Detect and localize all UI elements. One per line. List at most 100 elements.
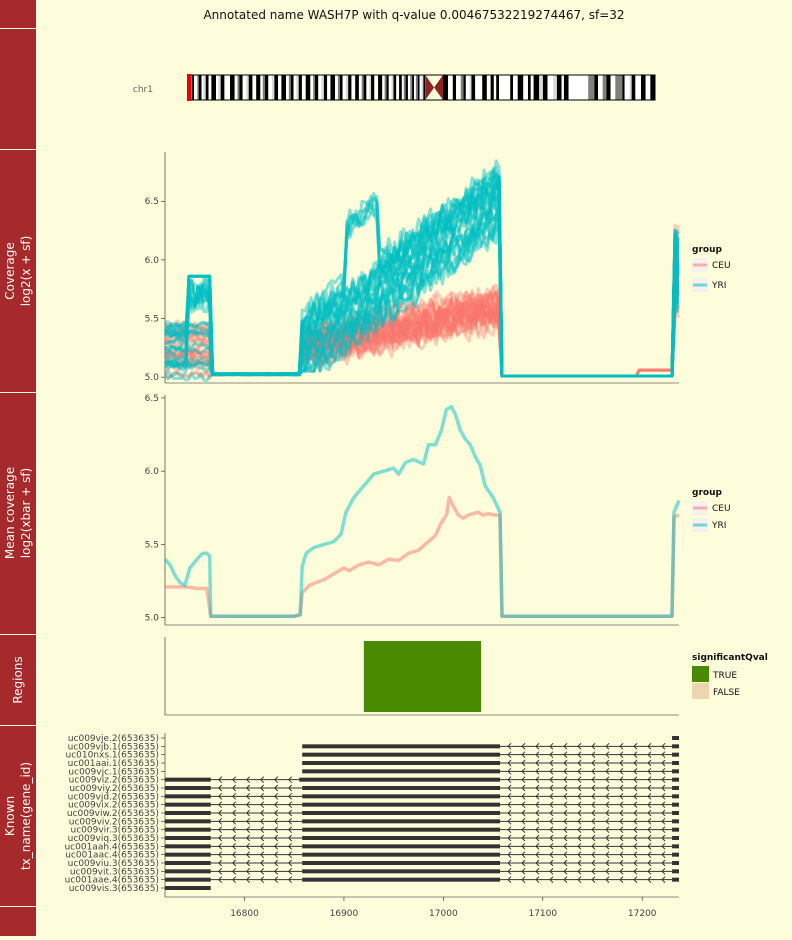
ideogram-band: [272, 75, 275, 100]
ideogram-band: [296, 75, 299, 100]
exon-block: [672, 769, 679, 774]
ideogram-band: [588, 75, 595, 100]
strand-arrow: [633, 851, 638, 859]
ideogram-band: [278, 75, 282, 100]
legend-false-swatch: [692, 683, 709, 699]
strand-arrow: [232, 851, 237, 859]
strand-arrow: [619, 842, 624, 850]
coverage-ceu-sample-line: [164, 254, 680, 378]
strand-arrow: [260, 784, 265, 792]
ideogram-band: [358, 75, 362, 100]
strand-arrow: [260, 801, 265, 809]
coverage-ceu-sample-line: [163, 260, 680, 378]
ideogram-band: [382, 75, 385, 100]
strand-arrow: [535, 809, 540, 817]
ideogram-band: [190, 75, 193, 100]
exon-block: [302, 827, 501, 832]
ideogram-band: [410, 75, 413, 100]
exon-block: [302, 819, 501, 824]
strand-arrow: [563, 767, 568, 775]
ideogram-band: [386, 75, 389, 100]
ideogram-band: [475, 75, 483, 100]
exon-block: [165, 836, 211, 840]
strand-arrow: [288, 801, 293, 809]
x-axis-ticks: 16800 16900 17000 17100 17200: [230, 897, 657, 919]
ideogram-band: [635, 75, 641, 100]
exon-block: [165, 827, 211, 832]
strand-arrow: [535, 851, 540, 859]
strand-arrow: [507, 859, 512, 867]
exon-block: [672, 811, 679, 815]
strand-arrow: [633, 742, 638, 750]
strand-arrow: [647, 876, 652, 884]
ideogram-band: [218, 75, 221, 100]
strand-arrow: [218, 842, 223, 850]
coverage-ceu-sample-line: [164, 259, 680, 378]
strand-arrow: [577, 876, 582, 884]
strand-arrow: [246, 876, 251, 884]
coverage-yri-sample-line: [164, 226, 680, 378]
exon-block: [672, 736, 679, 740]
strand-arrow: [549, 826, 554, 834]
strand-arrow: [218, 876, 223, 884]
strand-arrow: [246, 792, 251, 800]
strand-arrow: [288, 859, 293, 867]
transcript-label: uc009vit.3(653635): [70, 867, 159, 877]
strand-arrow: [507, 742, 512, 750]
strand-arrow: [521, 817, 526, 825]
transcript-label: uc009viy.2(653635): [69, 784, 159, 794]
transcript-label: uc001aah.4(653635): [64, 842, 159, 852]
exon-block: [302, 752, 501, 757]
figure-title: Annotated name WASH7P with q-value 0.004…: [203, 8, 624, 22]
exon-block: [165, 794, 211, 799]
strand-arrow: [647, 801, 652, 809]
exon-block: [302, 769, 501, 774]
ideogram-band: [388, 75, 392, 100]
ideogram-band: [493, 75, 497, 100]
strand-arrow: [605, 784, 610, 792]
strand-arrow: [647, 842, 652, 850]
strand-arrow: [661, 842, 666, 850]
strand-arrow: [619, 867, 624, 875]
strand-arrow: [563, 851, 568, 859]
coverage-ceu-sample-line: [164, 255, 680, 378]
transcript-label: uc001aae.4(653635): [65, 876, 159, 886]
strand-arrow: [507, 876, 512, 884]
strand-arrow: [591, 867, 596, 875]
strand-arrow: [218, 826, 223, 834]
ideogram-band: [198, 75, 202, 100]
transcript-label: uc009vjc.1(653635): [68, 767, 159, 777]
strand-arrow: [647, 859, 652, 867]
strand-arrow: [246, 826, 251, 834]
strand-arrow: [246, 817, 251, 825]
strand-arrow: [605, 742, 610, 750]
coverage-ceu-sample-line: [163, 248, 680, 378]
transcript-label: uc009vir.3(653635): [71, 826, 160, 836]
coverage-yri-sample-line: [163, 175, 680, 378]
coverage-panel: 5.0 5.5 6.0 6.5: [145, 152, 680, 384]
strand-arrow: [647, 834, 652, 842]
strand-arrow: [619, 834, 624, 842]
strand-arrow: [633, 859, 638, 867]
mean-yri-line: [163, 404, 681, 618]
strand-arrow: [661, 867, 666, 875]
strand-arrow: [633, 817, 638, 825]
strand-arrow: [288, 851, 293, 859]
ideogram-band: [513, 75, 518, 100]
strand-arrow: [591, 817, 596, 825]
strand-arrow: [246, 859, 251, 867]
coverage-yri-sample-line: [164, 206, 680, 378]
ideogram-band: [192, 75, 195, 100]
ideogram-band: [465, 75, 470, 100]
strand-arrow: [661, 834, 666, 842]
ideogram-band: [208, 75, 212, 100]
strand-arrow: [563, 826, 568, 834]
exon-block: [672, 861, 679, 865]
legend-true-label: TRUE: [712, 671, 737, 681]
ideogram-band: [371, 75, 375, 100]
y-tick-label: 6.5: [145, 197, 159, 207]
ideogram-band: [248, 75, 253, 100]
ideogram-band: [463, 75, 466, 100]
ideogram-band: [339, 75, 343, 100]
strand-arrow: [274, 859, 279, 867]
